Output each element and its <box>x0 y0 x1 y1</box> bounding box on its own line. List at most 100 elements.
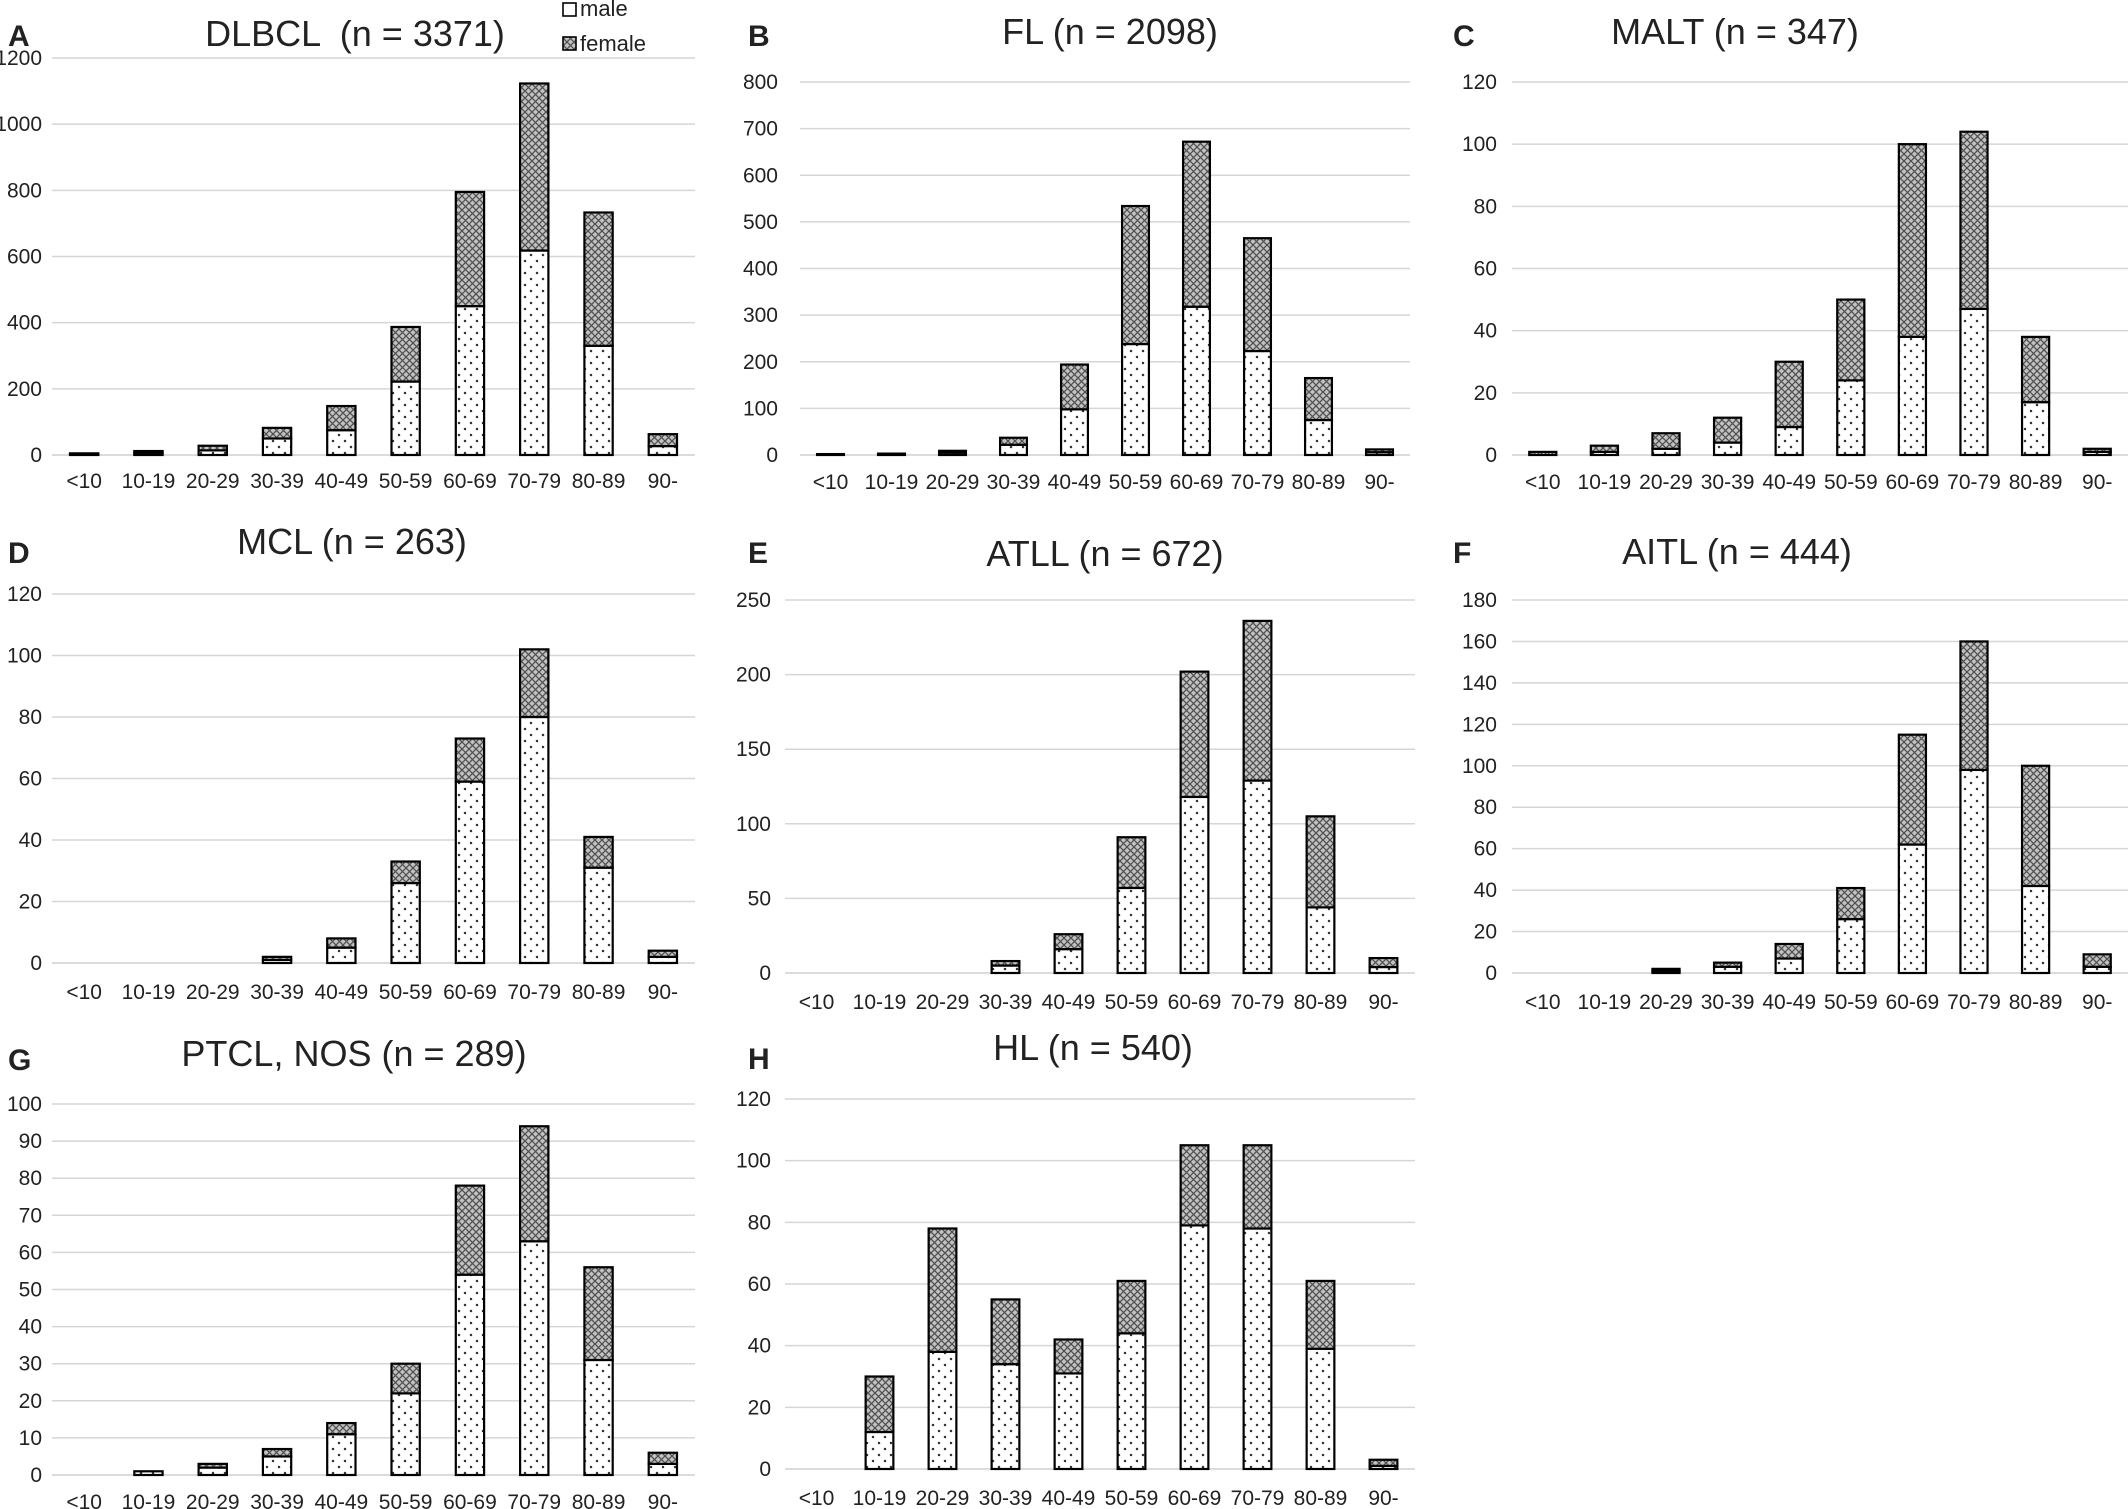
y-tick-label: 20 <box>1474 921 1497 944</box>
x-tick-label: 20-29 <box>916 991 970 1014</box>
bar-male-30-39 <box>261 1455 293 1477</box>
y-tick-label: 80 <box>1474 195 1497 218</box>
bar-female-30-39 <box>261 1447 293 1458</box>
bar-male-20-29 <box>927 1350 958 1471</box>
y-tick-label: 200 <box>743 351 778 374</box>
y-tick-label: 800 <box>743 71 778 94</box>
x-tick-label: 90- <box>1364 471 1394 494</box>
x-tick-label: 10-19 <box>122 981 176 1004</box>
y-tick-label: 20 <box>19 891 42 914</box>
x-tick-label: 50-59 <box>1824 471 1878 494</box>
y-tick-label: 100 <box>7 645 42 668</box>
x-tick-label: 60-69 <box>1886 471 1940 494</box>
y-tick-label: 600 <box>7 246 42 269</box>
y-tick-label: 1000 <box>0 113 42 136</box>
x-tick-label: 30-39 <box>979 991 1033 1014</box>
x-tick-label: 70-79 <box>507 981 561 1004</box>
x-tick-label: 20-29 <box>1639 471 1693 494</box>
y-tick-label: 0 <box>30 1464 42 1487</box>
y-tick-label: 60 <box>748 1273 771 1296</box>
bar-female-10 <box>68 452 100 456</box>
panel-letter-h: H <box>748 1043 770 1076</box>
panel-letter-a: A <box>8 20 30 53</box>
legend-label-male: male <box>580 0 628 21</box>
bar-female-60-69 <box>1897 733 1928 846</box>
y-tick-label: 40 <box>1474 879 1497 902</box>
y-tick-label: 60 <box>19 1241 42 1264</box>
bar-male-50-59 <box>1116 886 1147 975</box>
y-tick-label: 250 <box>736 589 771 612</box>
chart-title-e: ATLL (n = 672) <box>986 533 1223 574</box>
x-tick-label: 30-39 <box>250 470 304 493</box>
bar-female-10-19 <box>133 449 164 455</box>
y-tick-label: 50 <box>19 1279 42 1302</box>
x-tick-label: 80-89 <box>1292 471 1346 494</box>
bar-male-60-69 <box>1897 843 1928 975</box>
y-tick-label: 600 <box>743 164 778 187</box>
y-tick-label: 0 <box>759 962 771 985</box>
x-tick-label: 20-29 <box>1639 991 1693 1014</box>
x-tick-label: 30-39 <box>1701 471 1755 494</box>
bar-female-20-29 <box>927 1227 958 1353</box>
chart-panel-h: H HL (n = 540) 0 20 40 60 80 100 120 <10 10-19 20-2… <box>736 1027 1415 1509</box>
panel-letter-d: D <box>8 537 30 570</box>
bar-female-50-59 <box>390 325 421 383</box>
y-tick-label: 20 <box>19 1390 42 1413</box>
y-tick-label: 40 <box>748 1335 771 1358</box>
y-tick-label: 100 <box>1462 755 1497 778</box>
x-tick-label: 40-49 <box>1042 1487 1096 1509</box>
bar-male-40-49 <box>1774 425 1804 457</box>
bar-female-50-59 <box>1836 886 1866 921</box>
bar-male-80-89 <box>1303 418 1334 457</box>
y-tick-label: 90 <box>19 1130 42 1153</box>
bar-female-40-49 <box>326 404 357 432</box>
bar-female-30-39 <box>998 436 1029 446</box>
x-tick-label: 20-29 <box>926 471 980 494</box>
x-tick-label: 90- <box>648 470 678 493</box>
y-tick-label: 120 <box>1462 71 1497 94</box>
bar-male-50-59 <box>1836 379 1866 457</box>
chart-panel-d: D MCL (n = 263) 0 20 40 60 80 100 120 <10 10-19 20-… <box>7 521 695 1004</box>
bar-female-70-79 <box>1959 130 1989 311</box>
bar-male-70-79 <box>519 715 550 965</box>
x-tick-label: 60-69 <box>443 981 497 1004</box>
bar-female-90 <box>647 1451 679 1465</box>
bar-male-30-39 <box>990 1363 1021 1471</box>
x-tick-label: 50-59 <box>1105 991 1159 1014</box>
panel-group: A DLBCL (n = 3371)020040060080010001200<1… <box>0 11 2128 1509</box>
bar-female-60-69 <box>1179 670 1210 799</box>
bar-male-40-49 <box>326 429 357 457</box>
legend-swatch-female <box>562 36 577 51</box>
y-tick-label: 200 <box>736 664 771 687</box>
x-tick-label: <10 <box>799 1487 835 1509</box>
bar-female-60-69 <box>454 190 486 308</box>
x-tick-label: 90- <box>648 1491 678 1509</box>
y-tick-label: 100 <box>736 813 771 836</box>
x-tick-label: 70-79 <box>1231 471 1285 494</box>
x-tick-label: 70-79 <box>507 470 561 493</box>
x-tick-label: 90- <box>1368 1487 1398 1509</box>
bar-female-30-39 <box>1712 416 1743 444</box>
bar-male-80-89 <box>1305 906 1336 975</box>
x-tick-label: 60-69 <box>1168 991 1222 1014</box>
bar-male-70-79 <box>1959 768 1989 975</box>
bar-male-80-89 <box>2020 884 2051 975</box>
x-tick-label: 10-19 <box>1578 471 1632 494</box>
x-tick-label: 50-59 <box>379 981 433 1004</box>
panel-letter-f: F <box>1453 537 1471 570</box>
y-tick-label: 200 <box>7 378 42 401</box>
x-tick-label: 40-49 <box>314 470 368 493</box>
x-tick-label: <10 <box>1525 991 1561 1014</box>
y-tick-label: 60 <box>1474 838 1497 861</box>
bar-male-70-79 <box>519 1240 550 1477</box>
bar-female-30-39 <box>990 959 1021 967</box>
x-tick-label: 80-89 <box>572 1491 626 1509</box>
chart-panel-b: B FL (n = 2098) 0 100 200 300 400 500 600 700 800 <… <box>743 11 1410 494</box>
bar-female-90 <box>1368 1458 1399 1468</box>
panel-letter-g: G <box>8 1044 31 1077</box>
x-tick-label: 80-89 <box>1294 1487 1348 1509</box>
bar-female-90 <box>2082 953 2112 968</box>
bar-male-30-39 <box>990 964 1021 975</box>
panel-letter-b: B <box>748 20 770 53</box>
x-tick-label: 60-69 <box>1170 471 1224 494</box>
